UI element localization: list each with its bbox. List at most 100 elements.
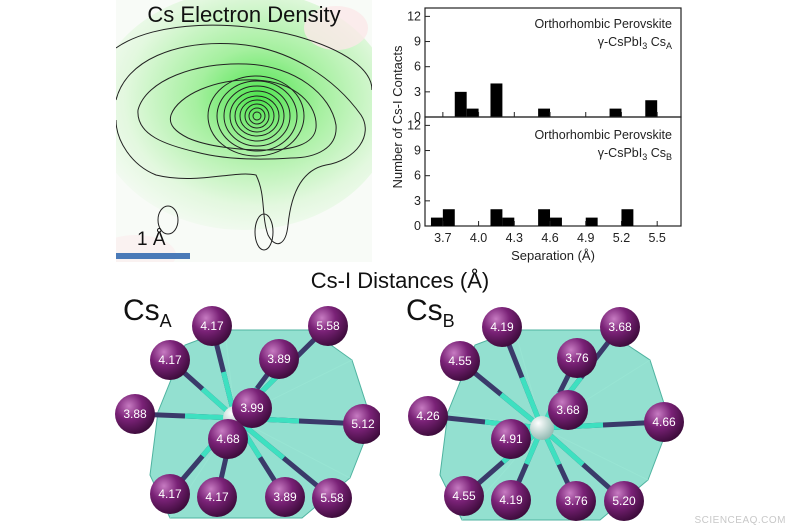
distance-label: 3.89 [267, 352, 291, 366]
distance-label: 5.58 [320, 491, 344, 505]
iodine-atom [150, 340, 190, 380]
histogram-bar [585, 217, 598, 226]
iodine-atom [197, 477, 237, 517]
distance-label: 3.88 [123, 407, 147, 421]
density-map-title: Cs Electron Density [147, 2, 341, 27]
scale-bar [116, 253, 190, 259]
iodine-atom [440, 341, 480, 381]
distances-title: Cs-I Distances (Å) [310, 268, 490, 293]
watermark: SCIENCEAQ.COM [694, 515, 786, 526]
contour-line [137, 63, 337, 160]
x-tick-label: 4.6 [541, 231, 558, 245]
histogram-panel-b: Orthorhombic Perovskite γ-CsPbI3 CsB 0 3 6… [407, 116, 682, 233]
distance-label: 4.66 [652, 415, 676, 429]
distance-label: 4.17 [158, 487, 182, 501]
histogram-panel-a: Orthorhombic Perovskite γ-CsPbI3 CsA 0 3 6… [407, 7, 682, 124]
x-tick-label: 3.7 [434, 231, 451, 245]
contour-line [216, 80, 298, 152]
annotation-line2: γ-CsPbI3 CsA [598, 35, 672, 51]
annotation-line1: Orthorhombic Perovskite [534, 128, 672, 142]
x-axis-label: Separation (Å) [511, 248, 595, 263]
iodine-atom [115, 394, 155, 434]
y-axis-label: Number of Cs-I Contacts [390, 45, 405, 189]
density-map [116, 0, 372, 262]
iodine-atom [208, 419, 248, 459]
histogram-chart: Orthorhombic Perovskite γ-CsPbI3 CsA 0 3 6… [390, 7, 682, 263]
iodine-atom [491, 419, 531, 459]
distance-label: 4.68 [216, 432, 240, 446]
cs-a-label: CsA [123, 294, 172, 331]
histogram-bar [538, 209, 551, 226]
distance-label: 4.26 [416, 409, 440, 423]
histogram-bar [502, 217, 515, 226]
iodine-atom [259, 339, 299, 379]
histogram-bar [430, 217, 443, 226]
y-tick-label: 6 [414, 60, 421, 74]
iodine-atom [150, 474, 190, 514]
histogram-bar [490, 209, 503, 226]
x-tick-label: 4.9 [577, 231, 594, 245]
iodine-atom [408, 396, 448, 436]
iodine-atom [557, 338, 597, 378]
distance-label: 4.17 [158, 353, 182, 367]
iodine-atom [482, 307, 522, 347]
iodine-atom [444, 476, 484, 516]
iodine-atom [491, 480, 531, 520]
distance-label: 4.17 [205, 490, 229, 504]
iodine-atom [232, 388, 272, 428]
contour-line [234, 95, 280, 137]
y-tick-label: 12 [407, 118, 421, 132]
iodine-atom [308, 306, 348, 346]
cs-atom [530, 416, 554, 440]
y-tick-label: 9 [414, 35, 421, 49]
distance-label: 5.58 [316, 319, 340, 333]
contour-line [116, 43, 366, 245]
y-tick-label: 3 [414, 194, 421, 208]
distance-label: 3.68 [608, 320, 632, 334]
distance-label: 3.76 [565, 351, 589, 365]
distance-label: 4.55 [452, 489, 476, 503]
histogram-bar [538, 108, 551, 117]
histogram-bar [609, 108, 622, 117]
iodine-atom [192, 306, 232, 346]
iodine-atom [600, 307, 640, 347]
y-tick-label: 0 [414, 219, 421, 233]
histogram-bar [466, 108, 479, 117]
x-tick-label: 4.0 [470, 231, 487, 245]
distance-label: 5.12 [351, 417, 375, 431]
distance-label: 3.68 [556, 403, 580, 417]
histogram-bar [645, 100, 658, 117]
cs-b-structure: 4.19 3.68 4.55 3.76 4.26 3.68 4.66 4.91 4.55 4.19… [408, 307, 684, 521]
iodine-atom [644, 402, 684, 442]
iodine-atom [556, 481, 596, 521]
contour-line [252, 111, 262, 121]
contour-line [248, 107, 266, 125]
x-tick-label: 4.3 [506, 231, 523, 245]
y-tick-label: 12 [407, 9, 421, 23]
distance-label: 4.55 [448, 354, 472, 368]
distance-label: 3.99 [240, 401, 264, 415]
contour-line [244, 103, 270, 129]
contour-line [229, 90, 285, 142]
cs-a-structure: 4.17 5.58 4.17 3.89 3.88 3.99 5.12 4.68 4.17 4.17… [115, 306, 380, 519]
distance-label: 4.19 [490, 320, 514, 334]
histogram-bar [621, 209, 634, 226]
distance-label: 4.17 [200, 319, 224, 333]
polyhedron-edge [541, 427, 649, 481]
y-tick-label: 0 [414, 110, 421, 124]
iodine-atom [604, 481, 644, 521]
iodine-atom [343, 404, 380, 444]
contour-line [207, 75, 305, 157]
histogram-bar [454, 91, 467, 117]
iodine-atom [548, 390, 588, 430]
contour-line [157, 205, 179, 235]
iodine-atom [312, 478, 352, 518]
iodine-atom [265, 477, 305, 517]
distance-label: 4.19 [499, 493, 523, 507]
histogram-bar [550, 217, 562, 226]
y-tick-label: 9 [414, 144, 421, 158]
x-tick-label: 5.5 [648, 231, 665, 245]
histogram-bar [490, 83, 503, 117]
annotation-line1: Orthorhombic Perovskite [534, 17, 672, 31]
distance-label: 3.76 [564, 494, 588, 508]
